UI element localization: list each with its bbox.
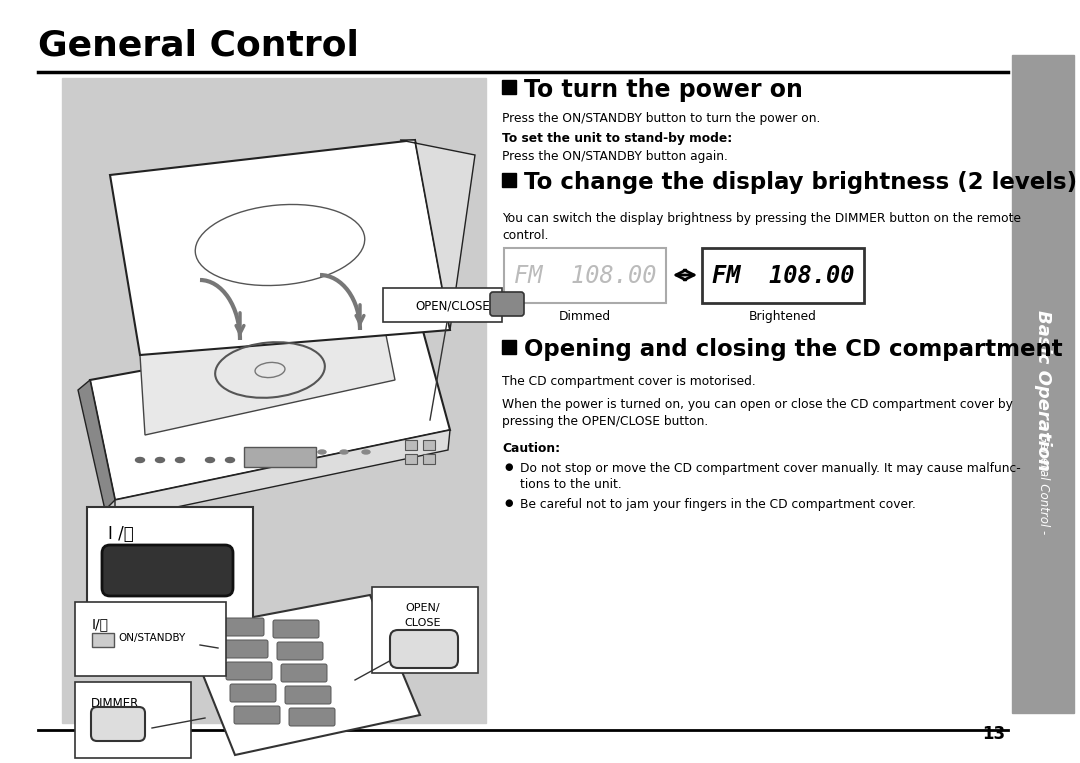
Text: ●: ● [504, 498, 513, 508]
Bar [92, 633, 114, 647]
Text: FM  108.00: FM 108.00 [514, 264, 657, 288]
Text: To set the unit to stand-by mode:: To set the unit to stand-by mode: [502, 132, 732, 145]
FancyBboxPatch shape [390, 630, 458, 668]
Text: FM  108.00: FM 108.00 [712, 264, 854, 288]
Bar [502, 173, 516, 187]
Ellipse shape [175, 458, 185, 462]
FancyBboxPatch shape [218, 618, 264, 636]
FancyBboxPatch shape [75, 682, 191, 758]
Text: When the power is turned on, you can open or close the CD compartment cover by
p: When the power is turned on, you can ope… [502, 398, 1013, 428]
Ellipse shape [205, 458, 215, 462]
Ellipse shape [226, 458, 234, 462]
Text: DIMMER: DIMMER [91, 697, 139, 710]
Text: I /⏻: I /⏻ [108, 525, 134, 543]
Ellipse shape [245, 458, 255, 462]
FancyBboxPatch shape [230, 684, 276, 702]
Text: 13: 13 [982, 725, 1005, 743]
Text: Brightened: Brightened [750, 310, 816, 323]
Text: General Control: General Control [38, 28, 359, 62]
Text: The CD compartment cover is motorised.: The CD compartment cover is motorised. [502, 375, 756, 388]
Polygon shape [110, 140, 450, 355]
Bar [504, 248, 666, 303]
Text: tions to the unit.: tions to the unit. [519, 478, 622, 491]
Polygon shape [90, 320, 450, 500]
FancyBboxPatch shape [281, 664, 327, 682]
FancyBboxPatch shape [91, 707, 145, 741]
FancyBboxPatch shape [226, 662, 272, 680]
Text: Be careful not to jam your fingers in the CD compartment cover.: Be careful not to jam your fingers in th… [519, 498, 916, 511]
Text: I/⏻: I/⏻ [92, 617, 109, 631]
Text: Opening and closing the CD compartment: Opening and closing the CD compartment [524, 338, 1063, 361]
Ellipse shape [156, 458, 164, 462]
Text: OPEN/CLOSE: OPEN/CLOSE [415, 300, 489, 313]
Text: ●: ● [504, 462, 513, 472]
Polygon shape [400, 140, 475, 330]
Bar [423, 440, 435, 450]
Bar [1012, 55, 1074, 713]
Bar [502, 340, 516, 354]
FancyBboxPatch shape [372, 587, 478, 673]
Text: To turn the power on: To turn the power on [524, 78, 802, 102]
Bar [423, 454, 435, 464]
FancyBboxPatch shape [273, 620, 319, 638]
Text: - General Control -: - General Control - [1037, 426, 1050, 535]
Polygon shape [185, 595, 420, 755]
Text: Caution:: Caution: [502, 442, 561, 455]
Ellipse shape [340, 450, 348, 454]
FancyBboxPatch shape [244, 447, 316, 467]
Ellipse shape [296, 450, 303, 454]
Text: Do not stop or move the CD compartment cover manually. It may cause malfunc-: Do not stop or move the CD compartment c… [519, 462, 1021, 475]
Text: Basic Operation: Basic Operation [1034, 310, 1052, 471]
Ellipse shape [135, 458, 145, 462]
Polygon shape [78, 380, 114, 510]
FancyBboxPatch shape [102, 545, 233, 596]
Polygon shape [140, 305, 395, 435]
Polygon shape [114, 430, 450, 520]
FancyBboxPatch shape [289, 708, 335, 726]
Ellipse shape [362, 450, 370, 454]
Text: OPEN/: OPEN/ [406, 603, 441, 613]
Text: To change the display brightness (2 levels): To change the display brightness (2 leve… [524, 171, 1077, 194]
Bar [405, 454, 417, 464]
Text: Press the ON/STANDBY button again.: Press the ON/STANDBY button again. [502, 150, 728, 163]
FancyBboxPatch shape [87, 507, 253, 633]
FancyBboxPatch shape [383, 288, 502, 322]
FancyBboxPatch shape [285, 686, 330, 704]
Bar [62, 78, 486, 723]
Text: ON/STANDBY: ON/STANDBY [118, 633, 186, 643]
Ellipse shape [318, 450, 326, 454]
FancyBboxPatch shape [75, 602, 226, 676]
FancyBboxPatch shape [222, 640, 268, 658]
Bar [405, 440, 417, 450]
Bar [502, 80, 516, 94]
Text: ON/STANDBY: ON/STANDBY [129, 605, 205, 618]
FancyBboxPatch shape [276, 642, 323, 660]
FancyBboxPatch shape [234, 706, 280, 724]
Bar [702, 248, 864, 303]
Text: CLOSE: CLOSE [405, 618, 442, 628]
Text: Dimmed: Dimmed [559, 310, 611, 323]
Text: Press the ON/STANDBY button to turn the power on.: Press the ON/STANDBY button to turn the … [502, 112, 821, 125]
FancyBboxPatch shape [490, 292, 524, 316]
Text: You can switch the display brightness by pressing the DIMMER button on the remot: You can switch the display brightness by… [502, 212, 1021, 242]
